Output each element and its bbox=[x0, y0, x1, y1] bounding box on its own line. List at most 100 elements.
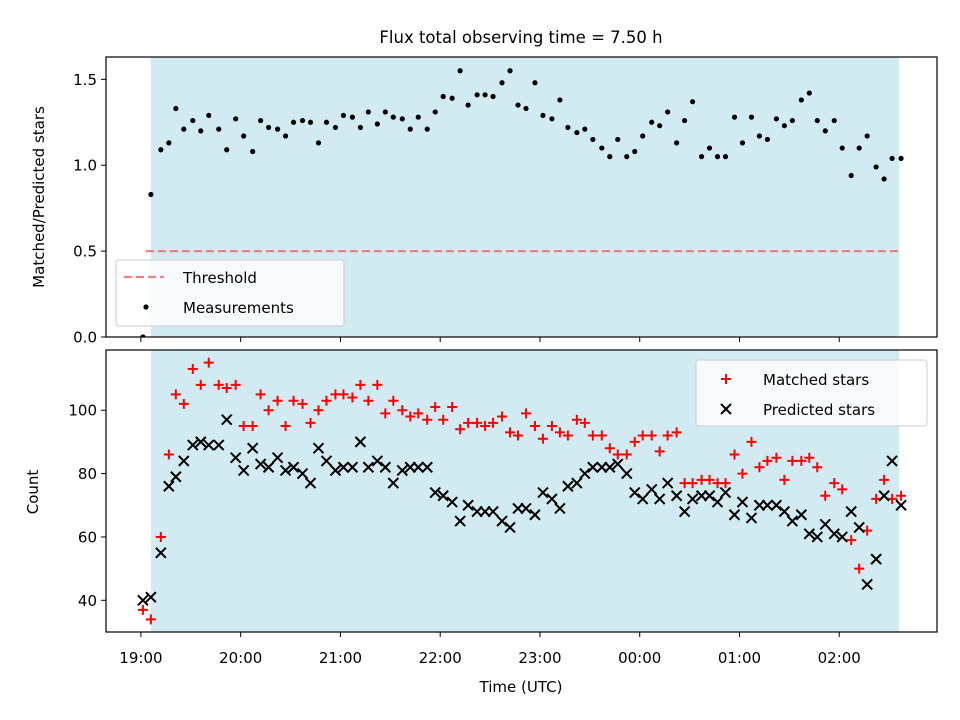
predicted-star-marker bbox=[221, 414, 233, 426]
bottom-ylabel: Count bbox=[24, 470, 42, 515]
y-tick-label: 80 bbox=[78, 465, 97, 483]
matched-star-marker bbox=[178, 398, 189, 409]
predicted-star-marker bbox=[554, 502, 566, 515]
predicted-star-marker bbox=[571, 477, 583, 489]
matched-star-marker bbox=[170, 389, 181, 400]
predicted-star-marker bbox=[645, 483, 658, 496]
predicted-star-marker bbox=[421, 461, 433, 473]
matched-star-marker bbox=[762, 455, 773, 466]
predicted-star-marker bbox=[562, 480, 574, 492]
matched-star-marker bbox=[787, 455, 798, 466]
matched-star-marker bbox=[163, 449, 174, 460]
predicted-star-marker bbox=[254, 458, 267, 470]
predicted-star-marker bbox=[195, 436, 207, 448]
matched-star-marker bbox=[355, 379, 366, 390]
measurement-point bbox=[258, 117, 264, 124]
measurement-point bbox=[340, 112, 347, 119]
matched-star-marker bbox=[397, 405, 408, 416]
predicted-star-marker bbox=[271, 452, 284, 464]
measurement-point bbox=[399, 116, 405, 122]
measurement-point bbox=[158, 147, 164, 153]
matched-star-marker bbox=[646, 430, 657, 441]
measurement-point bbox=[789, 117, 795, 124]
measurement-point bbox=[689, 99, 696, 105]
predicted-star-marker bbox=[262, 461, 275, 473]
matched-star-marker bbox=[388, 395, 399, 406]
predicted-star-marker bbox=[213, 439, 225, 451]
matched-star-marker bbox=[854, 563, 865, 574]
measurement-point bbox=[465, 102, 471, 108]
predicted-star-marker bbox=[629, 486, 641, 499]
y-tick-label: 40 bbox=[78, 592, 97, 610]
predicted-star-marker bbox=[878, 490, 890, 502]
matched-star-marker bbox=[879, 474, 890, 485]
matched-star-marker bbox=[671, 427, 682, 438]
measurement-point bbox=[449, 95, 455, 101]
matched-star-marker bbox=[230, 379, 241, 390]
predicted-star-marker bbox=[354, 436, 367, 448]
matched-star-marker bbox=[422, 414, 433, 425]
measurement-point bbox=[848, 172, 854, 179]
matched-star-marker bbox=[629, 436, 640, 447]
predicted-star-marker bbox=[178, 455, 190, 467]
measurement-point bbox=[206, 112, 212, 119]
predicted-star-marker bbox=[137, 594, 149, 607]
matched-star-marker bbox=[804, 452, 815, 463]
predicted-star-marker bbox=[462, 499, 474, 511]
measurement-point bbox=[674, 140, 680, 146]
measurement-point bbox=[864, 133, 870, 139]
measurement-point bbox=[407, 126, 413, 132]
measurement-point bbox=[798, 97, 804, 103]
measurement-point bbox=[822, 128, 828, 134]
measurement-point bbox=[507, 68, 513, 74]
predicted-star-marker bbox=[587, 461, 599, 473]
matched-star-marker bbox=[505, 427, 516, 438]
matched-star-marker bbox=[662, 430, 673, 441]
measurement-point bbox=[490, 93, 496, 100]
matched-star-marker bbox=[562, 430, 573, 441]
predicted-star-marker bbox=[637, 493, 649, 505]
measurement-point bbox=[731, 114, 738, 120]
measurement-point bbox=[140, 334, 146, 337]
measurement-point bbox=[898, 155, 904, 161]
measurement-point bbox=[190, 117, 196, 124]
predicted-star-marker bbox=[836, 531, 848, 543]
matched-star-marker bbox=[155, 531, 166, 542]
predicted-star-marker bbox=[886, 455, 898, 467]
chart-title: Flux total observing time = 7.50 h bbox=[379, 28, 662, 47]
matched-star-marker bbox=[380, 408, 391, 419]
matched-star-marker bbox=[654, 446, 665, 457]
matched-star-marker bbox=[720, 478, 731, 489]
matched-star-marker bbox=[729, 449, 740, 460]
matched-star-marker bbox=[430, 402, 441, 413]
legend-box bbox=[115, 259, 345, 327]
predicted-star-marker bbox=[770, 499, 783, 511]
predicted-star-marker bbox=[229, 452, 242, 464]
matched-star-marker bbox=[579, 417, 590, 428]
matched-star-marker bbox=[480, 421, 491, 432]
measurement-point bbox=[574, 129, 580, 136]
measurement-point bbox=[557, 97, 563, 103]
legend-threshold-label: Threshold bbox=[182, 269, 257, 287]
predicted-star-marker bbox=[337, 461, 350, 473]
measurement-point bbox=[590, 136, 596, 143]
measurement-point bbox=[624, 154, 630, 160]
matched-star-marker bbox=[305, 417, 316, 428]
legend-box bbox=[695, 359, 928, 427]
measurement-point bbox=[374, 121, 380, 127]
predicted-star-marker bbox=[203, 439, 215, 451]
measurement-point bbox=[781, 123, 787, 129]
matched-star-marker bbox=[238, 421, 249, 432]
measurement-point bbox=[307, 119, 314, 125]
y-tick-label: 0.0 bbox=[73, 329, 97, 347]
predicted-star-marker bbox=[320, 455, 333, 467]
matched-star-marker bbox=[463, 417, 474, 428]
predicted-star-marker bbox=[736, 496, 749, 508]
measurement-point bbox=[250, 148, 256, 155]
predicted-star-marker bbox=[187, 439, 199, 451]
measurement-point bbox=[224, 147, 230, 153]
y-tick-label: 0.5 bbox=[73, 243, 97, 261]
matched-star-marker bbox=[455, 424, 466, 435]
matched-star-marker bbox=[438, 414, 449, 425]
matched-star-marker bbox=[405, 411, 416, 422]
